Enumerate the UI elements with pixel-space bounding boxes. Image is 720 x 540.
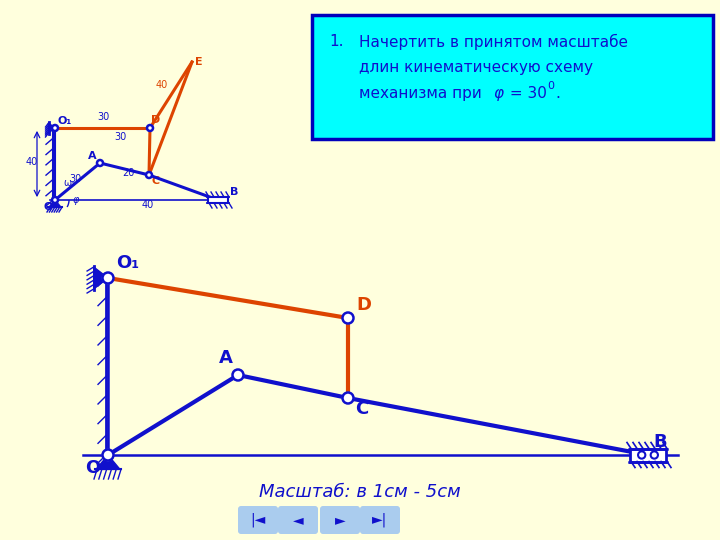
- Text: механизма при: механизма при: [359, 86, 487, 101]
- Text: C: C: [355, 400, 368, 418]
- Text: B: B: [653, 433, 667, 451]
- FancyBboxPatch shape: [278, 506, 318, 534]
- Text: A: A: [89, 151, 97, 161]
- Text: 30: 30: [97, 112, 109, 122]
- Polygon shape: [96, 455, 120, 469]
- Circle shape: [102, 273, 114, 284]
- Text: 30: 30: [114, 132, 126, 142]
- FancyBboxPatch shape: [208, 197, 228, 203]
- Text: D: D: [356, 296, 371, 314]
- Text: Начертить в принятом масштабе: Начертить в принятом масштабе: [359, 34, 628, 50]
- Text: C: C: [152, 176, 160, 186]
- FancyBboxPatch shape: [630, 449, 666, 462]
- FancyBboxPatch shape: [360, 506, 400, 534]
- Circle shape: [343, 393, 354, 403]
- Text: = 30: = 30: [505, 86, 547, 101]
- Text: 40: 40: [142, 200, 154, 210]
- Circle shape: [233, 369, 243, 381]
- FancyBboxPatch shape: [238, 506, 278, 534]
- Text: 30: 30: [69, 174, 81, 184]
- Circle shape: [52, 197, 58, 203]
- Text: E: E: [195, 57, 202, 67]
- Text: O₁: O₁: [116, 254, 139, 272]
- Text: 1.: 1.: [329, 34, 343, 49]
- Text: |◄: |◄: [251, 513, 266, 527]
- Circle shape: [97, 160, 103, 166]
- FancyBboxPatch shape: [320, 506, 360, 534]
- Text: φ: φ: [493, 86, 503, 101]
- Text: 40: 40: [26, 157, 38, 167]
- Circle shape: [147, 125, 153, 131]
- Circle shape: [343, 313, 354, 323]
- Circle shape: [146, 172, 152, 178]
- Polygon shape: [48, 123, 55, 133]
- Text: .: .: [555, 86, 560, 101]
- Text: ◄: ◄: [293, 513, 303, 527]
- Text: B: B: [230, 187, 238, 197]
- FancyBboxPatch shape: [312, 15, 713, 139]
- Text: длин кинематическую схему: длин кинематическую схему: [359, 60, 593, 75]
- Polygon shape: [49, 200, 61, 207]
- Polygon shape: [94, 267, 108, 289]
- Text: O₁: O₁: [58, 116, 72, 126]
- Text: ω₀: ω₀: [63, 178, 75, 188]
- Text: Масштаб: в 1см - 5см: Масштаб: в 1см - 5см: [259, 483, 461, 501]
- Text: φ: φ: [73, 195, 79, 205]
- Text: ►|: ►|: [372, 513, 387, 527]
- Text: 40: 40: [156, 80, 168, 90]
- Text: ►: ►: [335, 513, 346, 527]
- Circle shape: [102, 449, 114, 461]
- Circle shape: [52, 125, 58, 131]
- Text: O: O: [44, 202, 53, 212]
- Text: 20: 20: [122, 168, 134, 178]
- Text: 0: 0: [547, 81, 554, 91]
- Text: O: O: [85, 459, 100, 477]
- Text: D: D: [151, 115, 161, 125]
- Text: A: A: [219, 349, 233, 367]
